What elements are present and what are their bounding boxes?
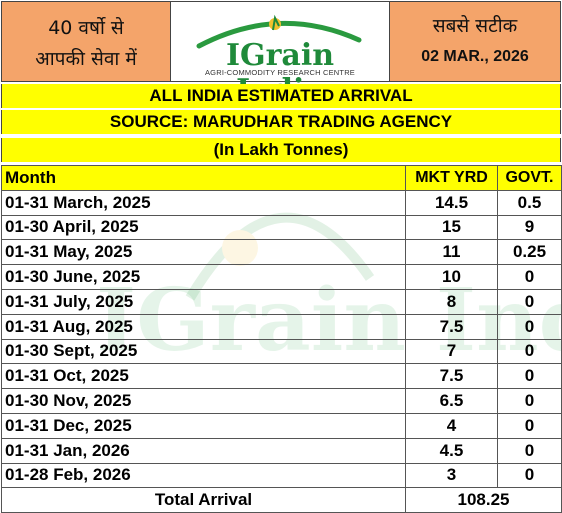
table-row: 01-31 May, 2025 11 0.25	[1, 239, 562, 266]
cell-month: 01-30 April, 2025	[1, 214, 406, 241]
table-row: 01-30 April, 2025 15 9	[1, 214, 562, 241]
table-row: 01-31 March, 2025 14.5 0.5	[1, 189, 562, 216]
table-row: 01-30 Sept, 2025 7 0	[1, 338, 562, 365]
tagline-line-1: 40 वर्षो से	[48, 17, 124, 39]
table-row: 01-31 July, 2025 8 0	[1, 288, 562, 315]
column-header-month: Month	[1, 165, 406, 191]
cell-mkt-yrd: 6.5	[405, 388, 498, 414]
total-row: Total Arrival 108.25	[1, 487, 562, 513]
cell-month: 01-30 June, 2025	[1, 264, 406, 290]
cell-mkt-yrd: 7	[405, 338, 498, 365]
table-row: 01-30 June, 2025 10 0	[1, 264, 562, 290]
accuracy-tagline: सबसे सटीक	[432, 15, 518, 37]
logo-swoosh-icon	[196, 14, 362, 49]
cell-mkt-yrd: 7.5	[405, 313, 498, 340]
column-header-mkt-yrd: MKT YRD	[405, 165, 498, 191]
total-label: Total Arrival	[1, 487, 406, 513]
tagline-line-2: आपकी सेवा में	[35, 48, 137, 70]
cell-month: 01-31 Aug, 2025	[1, 313, 406, 340]
cell-month: 01-31 May, 2025	[1, 239, 406, 266]
cell-month: 01-31 July, 2025	[1, 288, 406, 315]
cell-month: 01-31 Dec, 2025	[1, 412, 406, 439]
cell-month: 01-31 Jan, 2026	[1, 437, 406, 464]
cell-mkt-yrd: 3	[405, 462, 498, 489]
cell-govt: 0	[497, 412, 562, 439]
header-date-panel: सबसे सटीक 02 MAR., 2026	[389, 1, 561, 82]
table-row: 01-31 Dec, 2025 4 0	[1, 412, 562, 439]
table-row: 01-31 Jan, 2026 4.5 0	[1, 437, 562, 464]
cell-govt: 0	[497, 313, 562, 340]
cell-govt: 9	[497, 214, 562, 241]
cell-mkt-yrd: 8	[405, 288, 498, 315]
cell-mkt-yrd: 11	[405, 239, 498, 266]
column-header-govt: GOVT.	[497, 165, 562, 191]
cell-govt: 0	[497, 437, 562, 464]
table-row: 01-30 Nov, 2025 6.5 0	[1, 388, 562, 414]
header: 40 वर्षो से आपकी सेवा में IGrain India A…	[0, 0, 562, 108]
cell-month: 01-30 Sept, 2025	[1, 338, 406, 365]
cell-month: 01-28 Feb, 2026	[1, 462, 406, 489]
cell-mkt-yrd: 7.5	[405, 363, 498, 390]
cell-month: 01-30 Nov, 2025	[1, 388, 406, 414]
report-unit: (In Lakh Tonnes)	[1, 138, 561, 162]
total-value: 108.25	[405, 487, 562, 513]
cell-govt: 0	[497, 264, 562, 290]
cell-month: 01-31 Oct, 2025	[1, 363, 406, 390]
cell-govt: 0	[497, 338, 562, 365]
cell-govt: 0	[497, 388, 562, 414]
cell-govt: 0	[497, 288, 562, 315]
cell-mkt-yrd: 15	[405, 214, 498, 241]
cell-mkt-yrd: 4	[405, 412, 498, 439]
arrival-table: Month MKT YRD GOVT. 01-31 March, 2025 14.…	[1, 165, 562, 513]
table-row: 01-31 Aug, 2025 7.5 0	[1, 313, 562, 340]
table-header-row: Month MKT YRD GOVT.	[1, 165, 562, 191]
cell-govt: 0	[497, 462, 562, 489]
table-row: 01-28 Feb, 2026 3 0	[1, 462, 562, 489]
brand-logo: IGrain India AGRI-COMMODITY RESEARCH CEN…	[171, 1, 389, 108]
cell-mkt-yrd: 10	[405, 264, 498, 290]
report-source: SOURCE: MARUDHAR TRADING AGENCY	[1, 110, 561, 134]
report-date: 02 MAR., 2026	[421, 48, 529, 65]
cell-mkt-yrd: 14.5	[405, 189, 498, 216]
table-row: 01-31 Oct, 2025 7.5 0	[1, 363, 562, 390]
cell-month: 01-31 March, 2025	[1, 189, 406, 216]
cell-govt: 0	[497, 363, 562, 390]
header-tagline-panel: 40 वर्षो से आपकी सेवा में	[1, 1, 171, 82]
report-title: ALL INDIA ESTIMATED ARRIVAL	[1, 84, 561, 108]
cell-mkt-yrd: 4.5	[405, 437, 498, 464]
cell-govt: 0.25	[497, 239, 562, 266]
cell-govt: 0.5	[497, 189, 562, 216]
logo-subtitle: AGRI-COMMODITY RESEARCH CENTRE	[204, 68, 356, 77]
